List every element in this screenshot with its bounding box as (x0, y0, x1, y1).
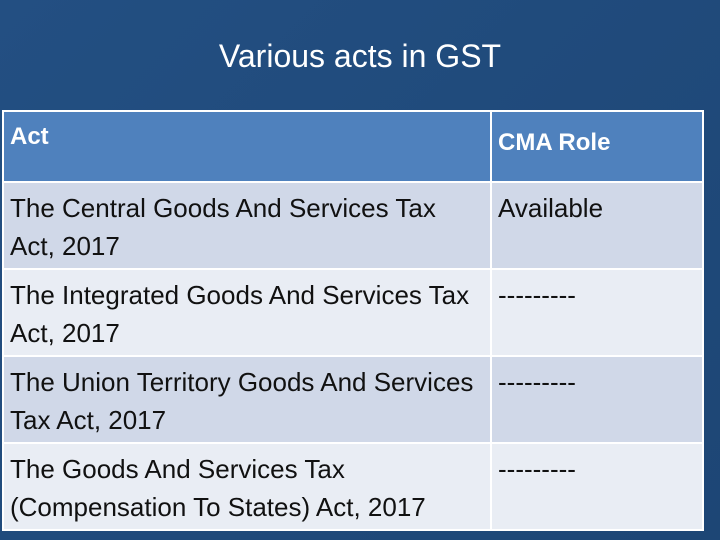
act-cell: The Goods And Services Tax (Compensation… (2, 442, 492, 531)
role-cell: --------- (490, 442, 704, 531)
header-cell: Act (2, 110, 492, 183)
act-cell: The Integrated Goods And Services Tax Ac… (2, 268, 492, 357)
act-cell: The Union Territory Goods And Services T… (2, 355, 492, 444)
role-cell: --------- (490, 355, 704, 444)
act-cell: The Central Goods And Services Tax Act, … (2, 181, 492, 270)
table-row: The Integrated Goods And Services Tax Ac… (2, 268, 704, 357)
role-cell: --------- (490, 268, 704, 357)
slide-title: Various acts in GST (218, 38, 502, 74)
header-cell: CMA Role (490, 110, 704, 183)
table-row: The Union Territory Goods And Services T… (2, 355, 704, 444)
table-row: The Central Goods And Services Tax Act, … (2, 181, 704, 270)
table-row: The Goods And Services Tax (Compensation… (2, 442, 704, 531)
header-row: Act CMA Role (2, 110, 704, 183)
role-cell: Available (490, 181, 704, 270)
acts-table: Act CMA Role The Central Goods And Servic… (2, 110, 704, 531)
